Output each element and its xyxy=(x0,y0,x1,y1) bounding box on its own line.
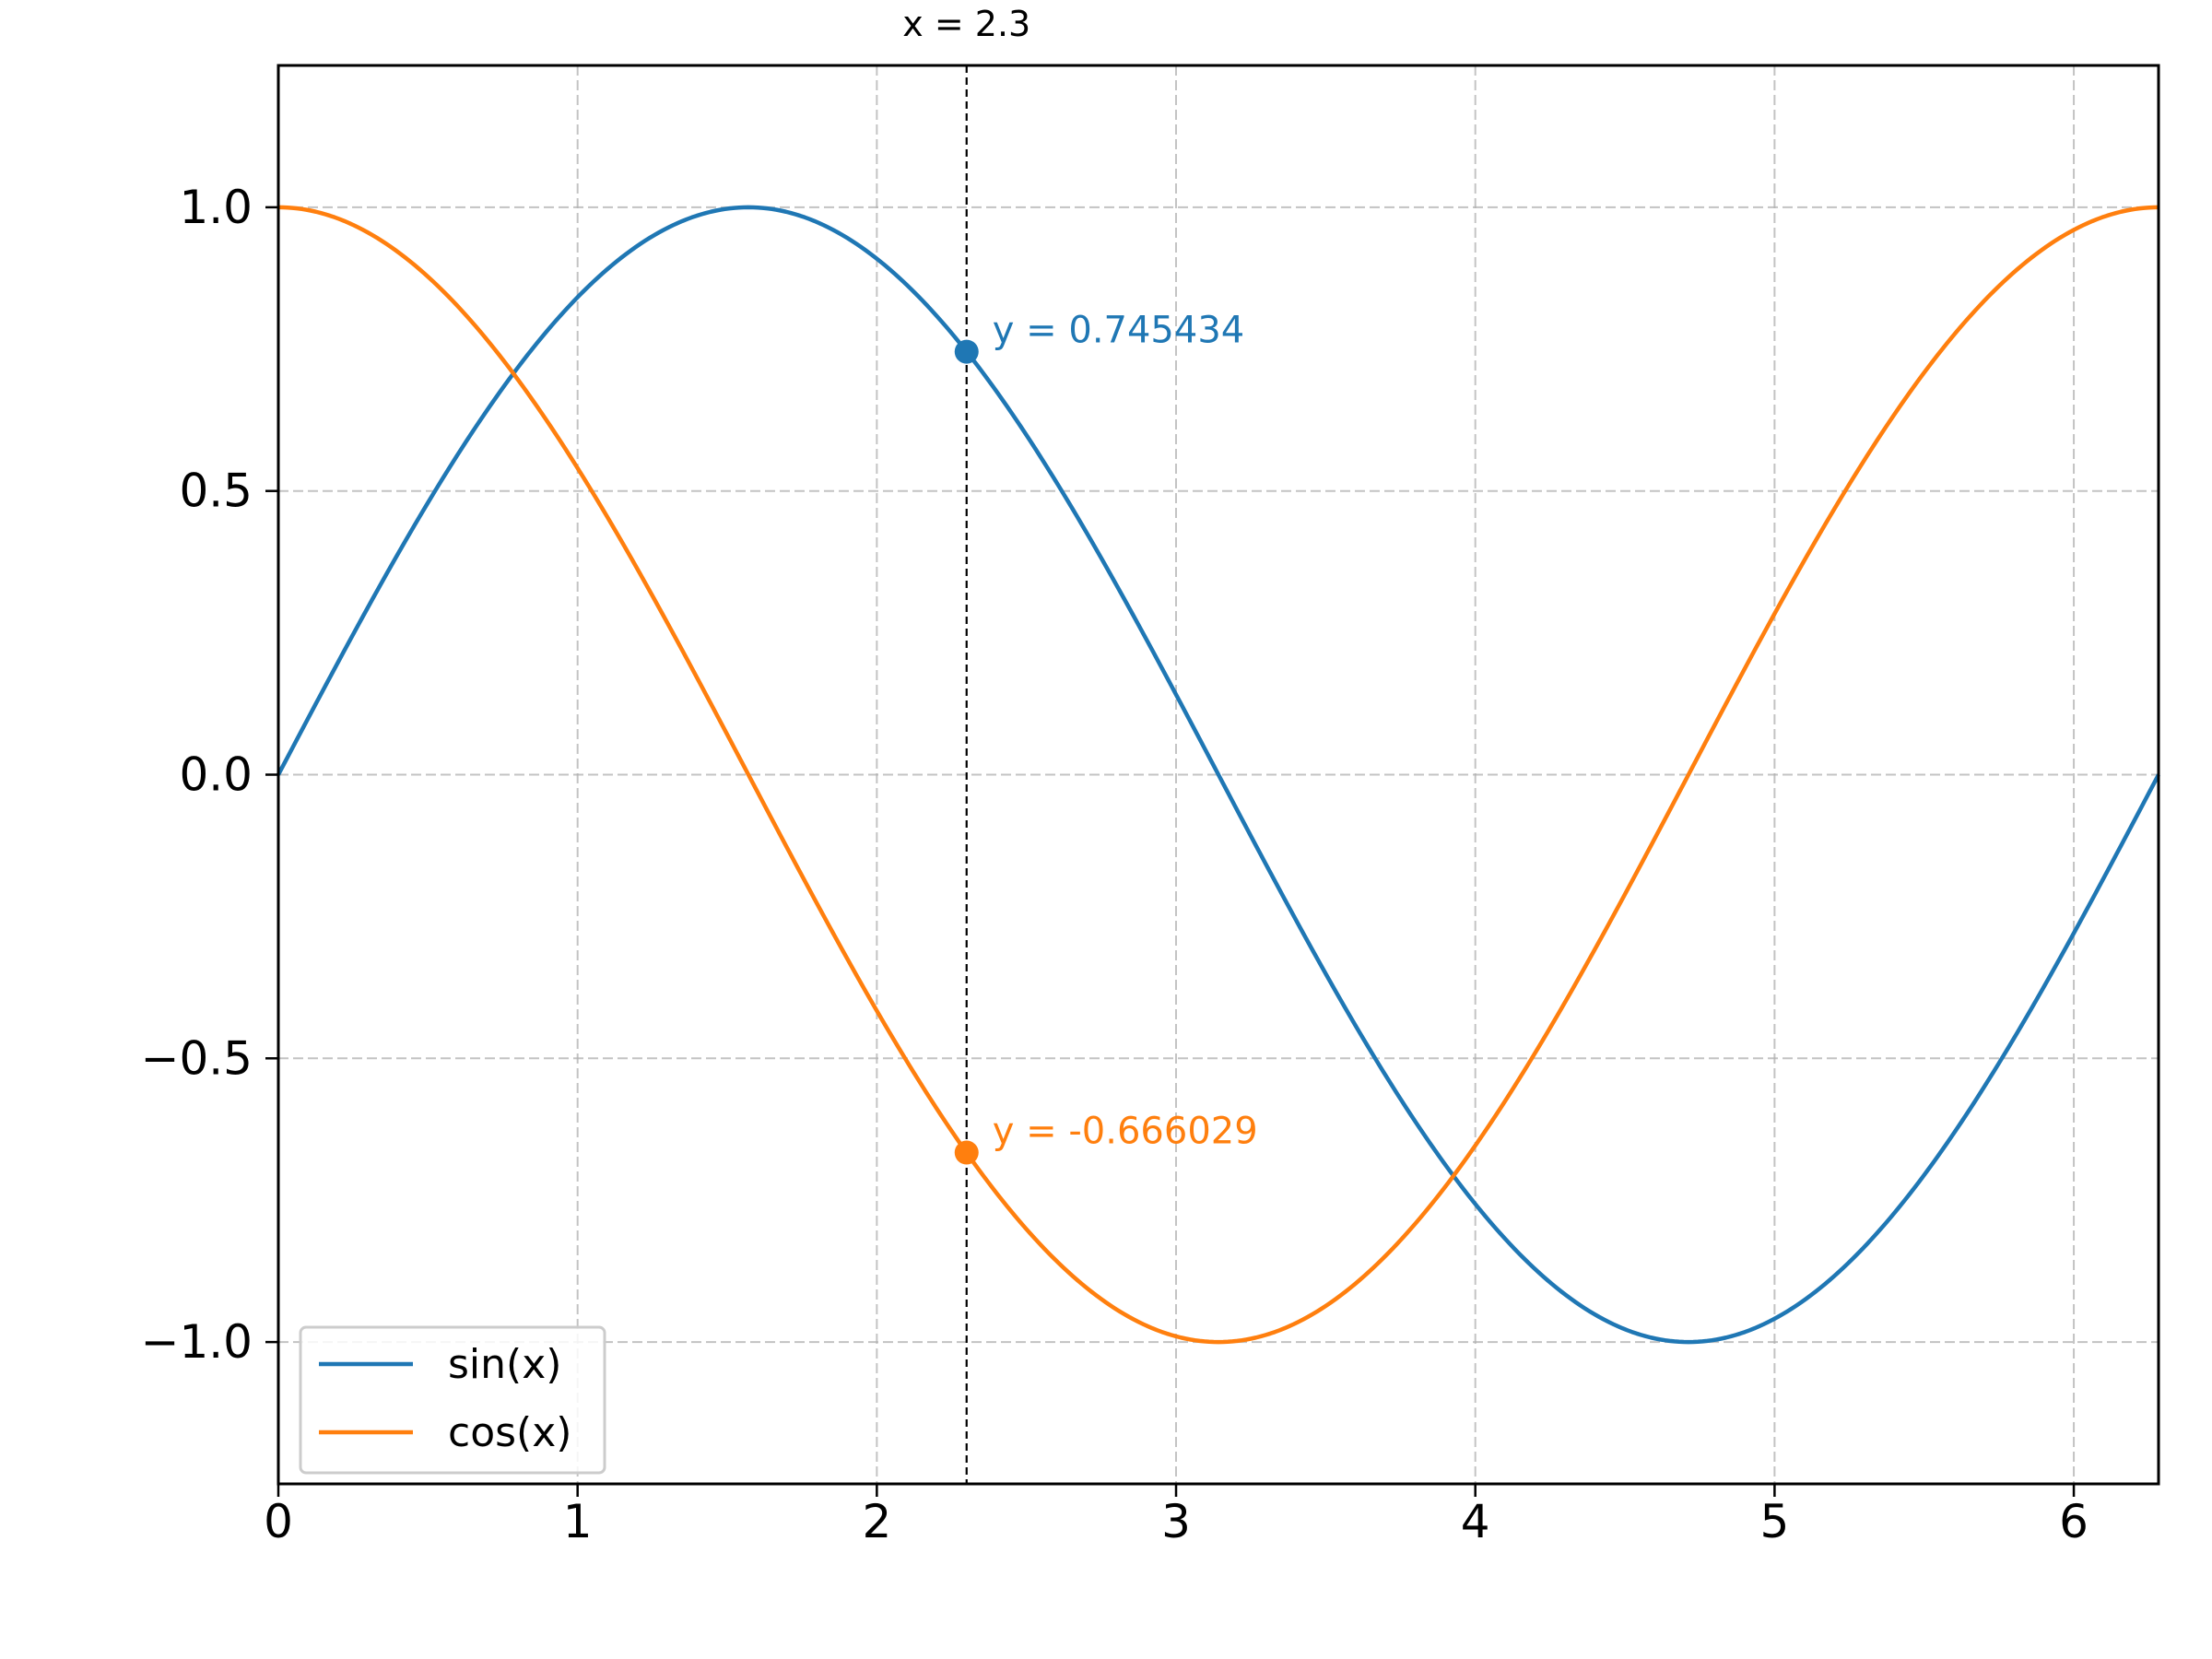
cursor-point-label: y = -0.666029 xyxy=(993,1111,1258,1153)
cursor-layer: x = 2.3 y = 0.745434 y = -0.666029 xyxy=(902,4,1258,1484)
legend-label: sin(x) xyxy=(448,1341,561,1388)
series-line-cos xyxy=(277,205,2159,1345)
y-tick-label: 1.0 xyxy=(179,181,253,234)
x-tick-label: 5 xyxy=(1759,1495,1789,1548)
x-tick-label: 6 xyxy=(2059,1495,2088,1548)
legend-label: cos(x) xyxy=(448,1409,571,1456)
x-tick-label: 4 xyxy=(1461,1495,1490,1548)
series-layer xyxy=(276,205,2160,1345)
legend: sin(x) cos(x) xyxy=(299,1325,606,1475)
x-tick-label: 0 xyxy=(264,1495,293,1548)
x-tick-label: 3 xyxy=(1161,1495,1191,1548)
series-line-sin xyxy=(276,205,2160,1345)
x-tick-label: 2 xyxy=(862,1495,891,1548)
x-tick-label: 1 xyxy=(563,1495,593,1548)
y-tick-label: −1.0 xyxy=(141,1315,253,1369)
cursor-point-marker xyxy=(954,1140,979,1165)
y-tick-label: 0.5 xyxy=(179,465,253,518)
cursor-point-label: y = 0.745434 xyxy=(993,310,1244,352)
y-tick-label: 0.0 xyxy=(179,748,253,802)
cursor-x-label: x = 2.3 xyxy=(902,4,1030,44)
y-tick-label: −0.5 xyxy=(141,1031,253,1085)
axis-ticks: 0 1 2 3 4 5 6 −1.0 −0.5 0.0 0.5 1.0 xyxy=(141,181,2088,1548)
cursor-point-marker xyxy=(954,339,979,364)
